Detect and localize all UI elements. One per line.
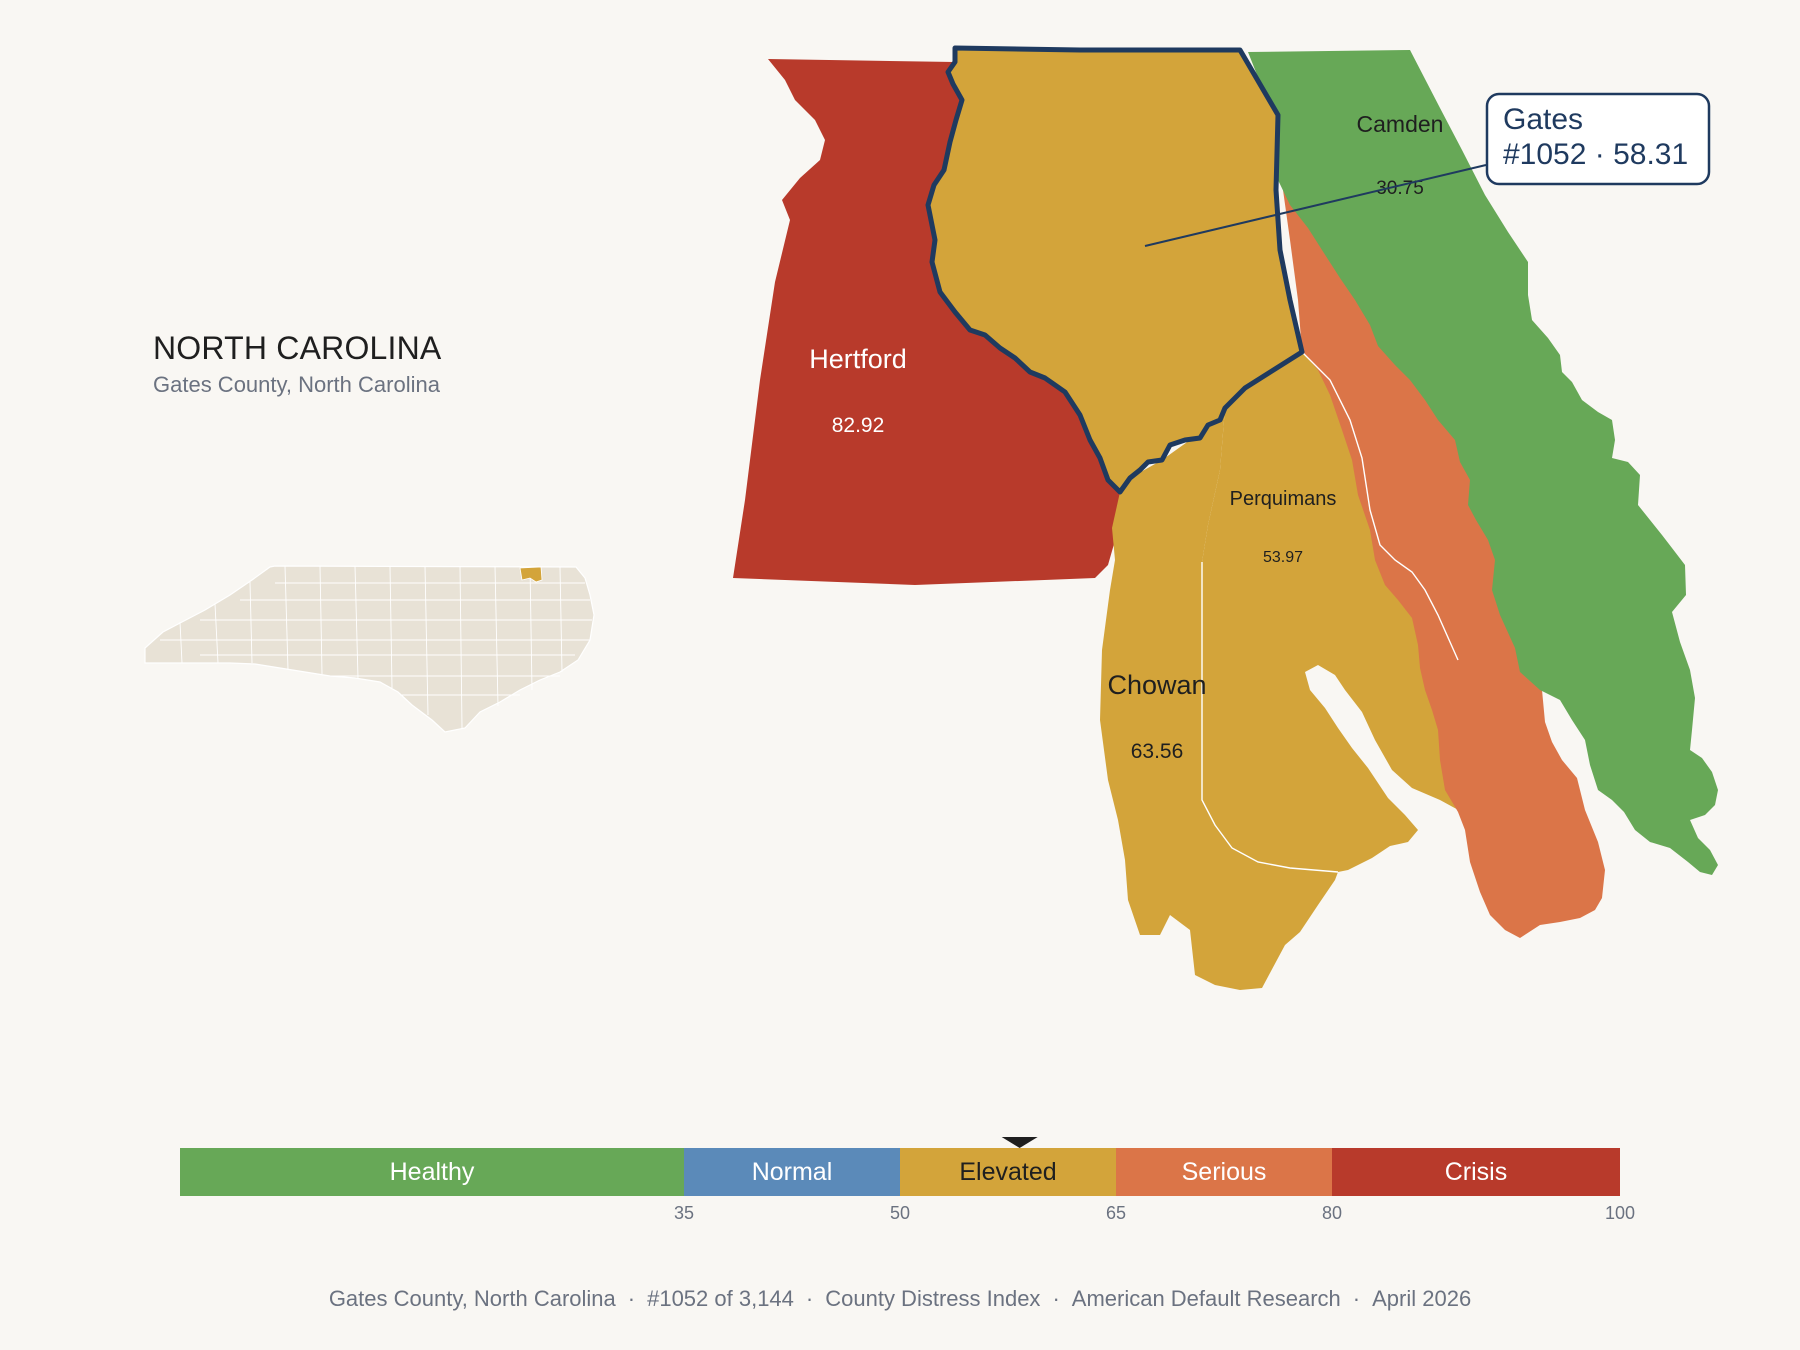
callout: Gates #1052 · 58.31: [1144, 92, 1711, 247]
county-hertford[interactable]: [733, 59, 1120, 585]
footer-item: #1052 of 3,144: [647, 1286, 794, 1311]
legend-label-normal: Normal: [752, 1158, 833, 1186]
state-inset-highlight: [519, 566, 543, 583]
footer-item: American Default Research: [1071, 1286, 1341, 1311]
legend-segment-healthy: [180, 1148, 684, 1196]
county-perquimans[interactable]: [1202, 352, 1502, 872]
county-map: [733, 45, 1718, 990]
footer-item: County Distress Index: [825, 1286, 1041, 1311]
state-inset-county-lines: [160, 565, 592, 729]
callout-box: [1485, 92, 1711, 186]
footer: Gates County, North Carolina · #1052 of 3,…: [0, 1286, 1800, 1312]
county-gates[interactable]: [928, 48, 1302, 492]
county-label-camden: Camden: [1357, 111, 1444, 137]
legend-segment-serious: [1116, 1148, 1332, 1196]
county-score-chowan: 63.56: [1131, 740, 1184, 763]
footer-separator: ·: [805, 1286, 814, 1311]
legend-tick-80: 80: [1322, 1203, 1342, 1223]
state-subtitle: Gates County, North Carolina: [153, 372, 440, 397]
callout-leader-line: [1144, 164, 1487, 247]
county-score-perquimans: 53.97: [1263, 549, 1303, 566]
county-label-hertford: Hertford: [809, 344, 907, 374]
footer-item: Gates County, North Carolina: [328, 1286, 616, 1311]
callout-county-name: Gates: [1503, 103, 1583, 136]
legend-tick-50: 50: [890, 1203, 910, 1223]
legend-label-healthy: Healthy: [390, 1158, 475, 1186]
legend-segment-elevated: [900, 1148, 1116, 1196]
legend-segment-crisis: [1332, 1148, 1620, 1196]
legend-label-crisis: Crisis: [1445, 1158, 1508, 1186]
legend-label-serious: Serious: [1182, 1158, 1267, 1186]
state-title: NORTH CAROLINA: [153, 330, 442, 366]
county-labels: Hertford 82.92 Camden 30.75 Perquimans 5…: [809, 111, 1443, 763]
legend-marker: [1001, 1137, 1038, 1148]
state-inset-shape: [144, 565, 595, 733]
legend-tick-100: 100: [1605, 1203, 1635, 1223]
county-label-chowan: Chowan: [1107, 670, 1206, 700]
footer-separator: ·: [1052, 1286, 1060, 1311]
footer-separator: ·: [1352, 1286, 1361, 1311]
state-inset: [144, 565, 595, 733]
county-camden[interactable]: [1248, 50, 1718, 875]
legend: Healthy Normal Elevated Serious Crisis 35 50 65…: [180, 1137, 1635, 1223]
county-gates-outline: [925, 45, 1305, 495]
legend-tick-65: 65: [1106, 1203, 1126, 1223]
county-borders: [1201, 351, 1459, 873]
legend-segment-normal: [684, 1148, 900, 1196]
county-score-hertford: 82.92: [832, 414, 885, 437]
footer-item: April 2026: [1372, 1286, 1472, 1311]
county-chowan[interactable]: [1100, 408, 1338, 990]
legend-tick-35: 35: [674, 1203, 694, 1223]
legend-label-elevated: Elevated: [959, 1158, 1056, 1186]
county-pasquotank[interactable]: [1278, 128, 1605, 938]
callout-detail: #1052 · 58.31: [1503, 138, 1688, 171]
footer-separator: ·: [627, 1286, 636, 1311]
county-label-perquimans: Perquimans: [1230, 488, 1337, 510]
